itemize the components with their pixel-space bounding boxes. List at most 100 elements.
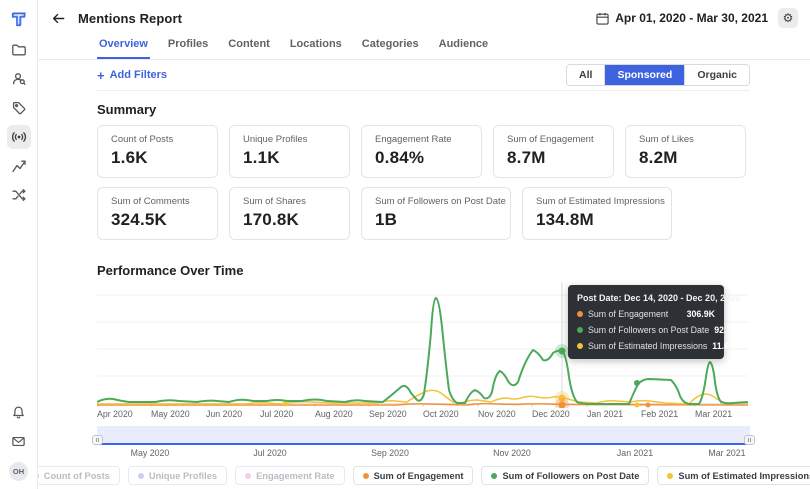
legend-unique-profiles[interactable]: Unique Profiles — [127, 466, 228, 485]
hover-markers — [555, 344, 569, 408]
card-label: Sum of Followers on Post Date — [375, 196, 506, 207]
legend-sum-of-followers[interactable]: Sum of Followers on Post Date — [481, 466, 650, 485]
x-label: Sep 2020 — [369, 409, 407, 419]
x-label: Dec 2020 — [532, 409, 570, 419]
profile-search-icon — [12, 73, 26, 85]
sidebar-item-shuffle[interactable] — [7, 183, 31, 207]
summary-heading: Summary — [97, 102, 157, 117]
app-logo[interactable] — [7, 8, 31, 30]
segment-sponsored[interactable]: Sponsored — [605, 65, 686, 85]
summary-card-sum-of-comments: Sum of Comments 324.5K — [97, 187, 218, 240]
card-value: 134.8M — [536, 210, 594, 229]
tab-audience[interactable]: Audience — [438, 38, 489, 50]
brush-handle-right[interactable] — [744, 435, 755, 445]
folder-icon — [11, 44, 26, 56]
tab-categories[interactable]: Categories — [361, 38, 419, 50]
tag-icon — [12, 101, 25, 115]
tooltip-title: Post Date: Dec 14, 2020 - Dec 20, 2020 — [577, 293, 741, 303]
x-label: Apr 2020 — [97, 409, 133, 419]
tab-locations[interactable]: Locations — [289, 38, 342, 50]
performance-heading: Performance Over Time — [97, 263, 244, 278]
card-value: 1B — [375, 210, 398, 229]
add-filters-label: Add Filters — [109, 69, 168, 81]
summary-card-sum-of-shares: Sum of Shares 170.8K — [229, 187, 350, 240]
date-range-picker[interactable]: Apr 01, 2020 - Mar 30, 2021 — [596, 11, 768, 25]
yellow-dot-icon — [577, 343, 583, 349]
sidebar-item-profiles[interactable] — [7, 67, 31, 91]
x-label: May 2020 — [151, 409, 190, 419]
plus-icon: + — [97, 67, 105, 83]
shuffle-icon — [11, 188, 26, 202]
legend-sum-of-estimated-impressions[interactable]: Sum of Estimated Impressions — [657, 466, 810, 485]
mail-icon — [12, 436, 25, 446]
time-range-brush[interactable] — [92, 426, 755, 445]
x-label: Feb 2021 — [641, 409, 679, 419]
sidebar-item-analytics[interactable] — [7, 154, 31, 178]
card-value: 8.7M — [507, 148, 546, 167]
sidebar: OH — [0, 0, 38, 489]
sidebar-item-mentions[interactable] — [6, 125, 31, 149]
brush-handle-left[interactable] — [92, 435, 103, 445]
summary-cards-row-2: Sum of Comments 324.5K Sum of Shares 170… — [97, 187, 750, 240]
series-sum-of-engagement — [97, 402, 748, 406]
sidebar-item-notifications[interactable] — [7, 400, 31, 424]
settings-button[interactable]: ⚙ — [778, 8, 798, 28]
mentions-broadcast-icon — [11, 132, 26, 142]
tab-profiles[interactable]: Profiles — [167, 38, 209, 50]
green-dot-icon — [491, 472, 498, 479]
x-label: Jan 2021 — [587, 409, 624, 419]
green-dot-icon — [577, 327, 583, 333]
post-type-segmented-control: All Sponsored Organic — [566, 64, 750, 86]
x-label: Nov 2020 — [478, 409, 516, 419]
page-title: Mentions Report — [78, 10, 183, 26]
card-value: 170.8K — [243, 210, 300, 229]
series-sum-of-followers — [97, 297, 748, 405]
orange-dot-icon — [362, 472, 369, 479]
segment-organic[interactable]: Organic — [685, 65, 749, 85]
brush-label: Jan 2021 — [616, 448, 654, 458]
legend-sum-of-engagement[interactable]: Sum of Engagement — [352, 466, 474, 485]
sidebar-item-folders[interactable] — [7, 38, 31, 62]
segment-all[interactable]: All — [567, 65, 606, 85]
back-button[interactable] — [48, 8, 68, 28]
legend-engagement-rate[interactable]: Engagement Rate — [235, 466, 345, 485]
tooltip-row-impressions: Sum of Estimated Impressions 11.6M — [577, 341, 736, 351]
gear-icon: ⚙ — [782, 11, 794, 25]
tab-content[interactable]: Content — [228, 38, 270, 50]
logo-t-icon — [11, 11, 26, 26]
card-value: 0.84% — [375, 148, 425, 167]
tab-bar: Overview Profiles Content Locations Cate… — [38, 36, 810, 60]
card-label: Engagement Rate — [375, 134, 452, 145]
card-label: Count of Posts — [111, 134, 174, 145]
sidebar-item-messages[interactable] — [7, 429, 31, 453]
brush-label: May 2020 — [130, 448, 170, 458]
chart-x-axis-labels: Apr 2020 May 2020 Jun 2020 Jul 2020 Aug … — [97, 409, 750, 422]
card-value: 8.2M — [639, 148, 678, 167]
calendar-icon — [596, 12, 609, 25]
add-filters-button[interactable]: + Add Filters — [97, 69, 167, 82]
filters-row: + Add Filters All Sponsored Organic — [97, 60, 750, 91]
date-range-label: Apr 01, 2020 - Mar 30, 2021 — [615, 11, 768, 25]
topbar: Mentions Report Apr 01, 2020 - Mar 30, 2… — [38, 0, 810, 36]
summary-card-unique-profiles: Unique Profiles 1.1K — [229, 125, 350, 178]
x-label: Aug 2020 — [315, 409, 353, 419]
avatar[interactable]: OH — [9, 462, 28, 481]
performance-chart[interactable]: Post Date: Dec 14, 2020 - Dec 20, 2020 S… — [97, 282, 750, 408]
data-point-markers — [282, 380, 651, 408]
summary-card-sum-of-followers: Sum of Followers on Post Date 1B — [361, 187, 511, 240]
tab-overview[interactable]: Overview — [97, 36, 150, 59]
summary-card-count-of-posts: Count of Posts 1.6K — [97, 125, 218, 178]
trend-chart-icon — [11, 160, 26, 173]
card-value: 1.6K — [111, 148, 148, 167]
bell-icon — [13, 406, 24, 419]
summary-card-engagement-rate: Engagement Rate 0.84% — [361, 125, 482, 178]
card-label: Sum of Comments — [111, 196, 190, 207]
card-label: Sum of Engagement — [507, 134, 594, 145]
pink-dot-icon — [245, 472, 252, 479]
orange-dot-icon — [577, 311, 583, 317]
sidebar-item-tags[interactable] — [7, 96, 31, 120]
chart-legend: Count of Posts Unique Profiles Engagemen… — [22, 466, 810, 485]
card-label: Sum of Likes — [639, 134, 694, 145]
card-label: Sum of Shares — [243, 196, 306, 207]
card-value: 1.1K — [243, 148, 280, 167]
